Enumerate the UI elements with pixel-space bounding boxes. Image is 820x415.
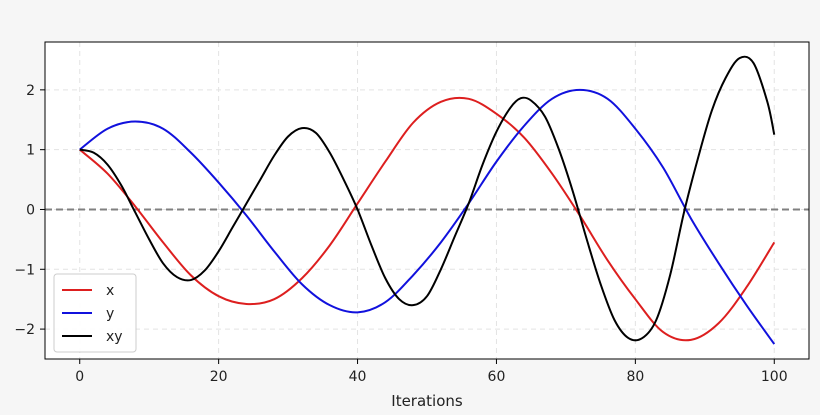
x-tick-label: 80	[626, 369, 644, 385]
y-tick-label: 1	[26, 143, 35, 159]
y-tick-label: 2	[26, 83, 35, 99]
x-tick-label: 20	[210, 369, 228, 385]
x-tick-label: 40	[349, 369, 367, 385]
y-tick-label: −1	[14, 262, 35, 278]
legend-label-xy: xy	[106, 329, 123, 345]
x-tick-label: 0	[75, 369, 84, 385]
series-layer	[79, 55, 776, 345]
series-line-y	[79, 88, 776, 345]
x-tick-label: 100	[761, 369, 788, 385]
legend-label-y: y	[106, 306, 114, 322]
plot-frame	[44, 41, 810, 360]
legend-label-x: x	[106, 283, 114, 299]
legend: xy xy	[53, 273, 137, 353]
x-tick-label: 60	[488, 369, 506, 385]
series-line-x	[79, 96, 776, 342]
series-line-xy	[79, 55, 776, 342]
legend-box	[53, 273, 137, 353]
y-tick-label: −2	[14, 322, 35, 338]
x-axis-label: Iterations	[391, 392, 463, 410]
y-tick-label: 0	[26, 202, 35, 218]
ticks: 0 20 40 60 80 100 −2 −1 0 1 2	[14, 83, 787, 385]
